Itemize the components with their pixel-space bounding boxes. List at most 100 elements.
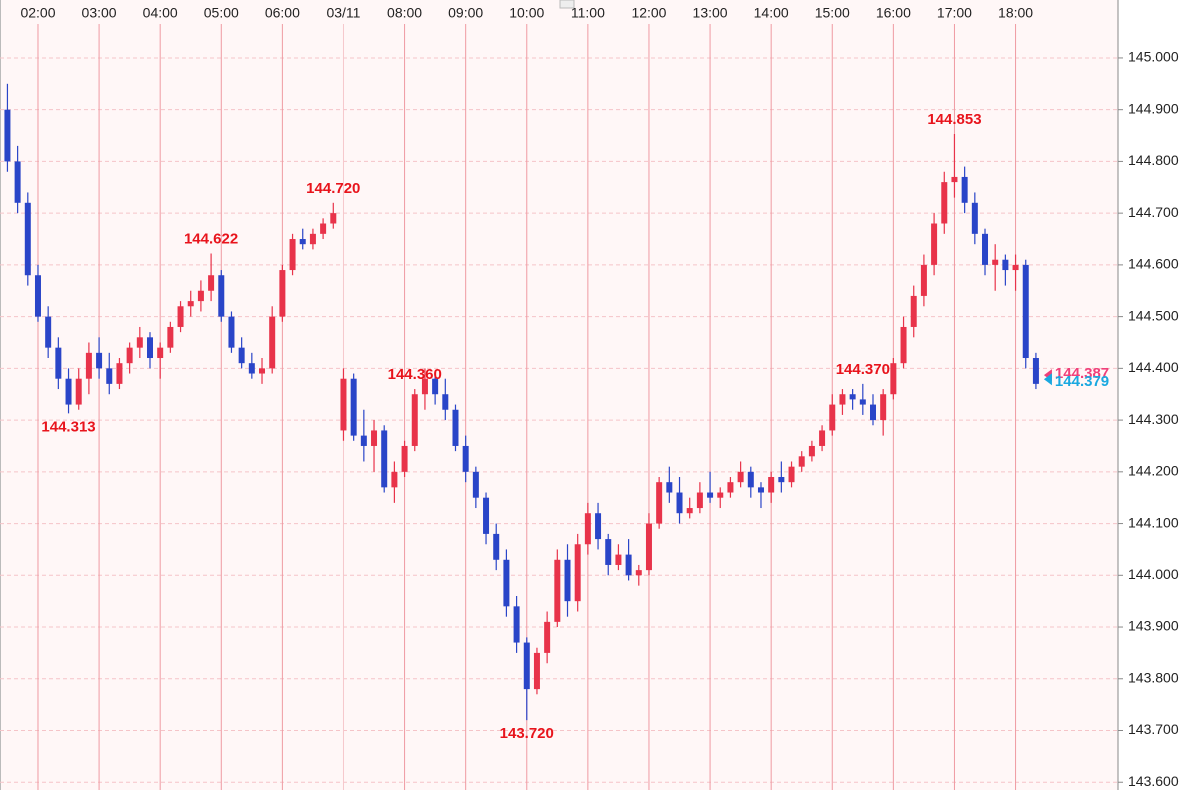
candle-body <box>381 430 388 488</box>
candle-body <box>951 176 958 183</box>
candle-body <box>146 337 153 359</box>
candle-body <box>829 404 836 431</box>
y-tick-label: 144.300 <box>1128 411 1179 427</box>
x-tick-label: 06:00 <box>265 5 300 21</box>
x-tick-label: 03:00 <box>82 5 117 21</box>
candle-body <box>340 378 347 431</box>
candle-body <box>605 539 612 565</box>
candle-body <box>493 533 500 560</box>
extreme-label: 143.720 <box>500 725 554 742</box>
y-tick-label: 143.900 <box>1128 618 1179 634</box>
candle-body <box>218 275 225 317</box>
candle-body <box>839 394 846 405</box>
x-tick-label: 02:00 <box>20 5 55 21</box>
candle-body <box>14 161 21 203</box>
x-tick-label: 16:00 <box>876 5 911 21</box>
candle-body <box>768 477 775 493</box>
x-tick-label: 17:00 <box>937 5 972 21</box>
y-tick-label: 144.000 <box>1128 566 1179 582</box>
candle-body <box>75 378 82 405</box>
x-tick-label: 08:00 <box>387 5 422 21</box>
candle-body <box>747 471 754 488</box>
candle-body <box>106 368 113 384</box>
candle-body <box>656 482 663 524</box>
candle-body <box>432 378 439 395</box>
y-tick-label: 143.800 <box>1128 669 1179 685</box>
candle-body <box>350 378 357 436</box>
candle-body <box>727 482 734 493</box>
candle-body <box>982 233 989 265</box>
candle-body <box>961 176 968 203</box>
candle-body <box>269 316 276 369</box>
x-tick-label: 05:00 <box>204 5 239 21</box>
candle-body <box>737 471 744 483</box>
axis-background <box>1118 0 1200 790</box>
candle-body <box>798 456 805 467</box>
candle-body <box>808 445 815 457</box>
candle-body <box>208 275 215 291</box>
y-tick-label: 144.500 <box>1128 307 1179 323</box>
candle-body <box>45 316 52 348</box>
scroll-handle <box>559 0 575 9</box>
x-tick-label: 12:00 <box>631 5 666 21</box>
candle-body <box>574 544 581 602</box>
candle-body <box>197 290 204 302</box>
price-marker-label: 144.379 <box>1055 373 1109 390</box>
candle-body <box>401 445 408 472</box>
candle-body <box>157 347 164 359</box>
extreme-label: 144.360 <box>388 366 442 383</box>
y-tick-label: 144.100 <box>1128 514 1179 530</box>
y-tick-label: 144.900 <box>1128 100 1179 116</box>
extreme-label: 144.370 <box>836 361 890 378</box>
candle-body <box>757 487 764 493</box>
candle-body <box>533 652 540 690</box>
candle-body <box>523 642 530 690</box>
candle-body <box>615 554 622 565</box>
candle-body <box>248 363 255 374</box>
candle-body <box>880 394 887 421</box>
x-tick-label: 03/11 <box>326 5 360 21</box>
y-tick-label: 144.800 <box>1128 152 1179 168</box>
y-tick-label: 144.600 <box>1128 256 1179 272</box>
candle-body <box>503 559 510 607</box>
candle-body <box>910 295 917 327</box>
candle-body <box>228 316 235 348</box>
candle-body <box>778 477 785 483</box>
x-tick-label: 14:00 <box>754 5 789 21</box>
candle-body <box>411 394 418 446</box>
x-tick-label: 04:00 <box>143 5 178 21</box>
x-tick-label: 13:00 <box>693 5 728 21</box>
candle-body <box>55 347 62 379</box>
candle-body <box>483 497 490 534</box>
candle-body <box>992 259 999 265</box>
y-tick-label: 144.400 <box>1128 359 1179 375</box>
candle-body <box>442 394 449 410</box>
candle-body <box>289 239 296 271</box>
candle-body <box>971 202 978 234</box>
candle-body <box>24 202 31 276</box>
candle-body <box>167 326 174 348</box>
extreme-label: 144.720 <box>306 180 360 197</box>
candle-body <box>177 306 184 327</box>
candle-body <box>309 233 316 245</box>
candle-body <box>544 621 551 653</box>
candle-body <box>421 378 428 395</box>
candle-body <box>849 394 856 400</box>
candle-body <box>320 223 327 234</box>
candle-body <box>259 368 266 374</box>
candle-body <box>900 326 907 364</box>
extreme-label: 144.853 <box>927 111 981 128</box>
candle-body <box>920 264 927 296</box>
y-tick-label: 143.700 <box>1128 721 1179 737</box>
candle-body <box>96 352 103 369</box>
candle-body <box>595 513 602 540</box>
candle-body <box>869 404 876 421</box>
y-tick-label: 144.700 <box>1128 204 1179 220</box>
candle-body <box>4 109 11 162</box>
candle-body <box>462 445 469 472</box>
candle-body <box>717 492 724 498</box>
candle-body <box>1032 358 1039 384</box>
candle-body <box>126 347 133 364</box>
price-marker-label: 144.387 <box>1055 365 1109 382</box>
